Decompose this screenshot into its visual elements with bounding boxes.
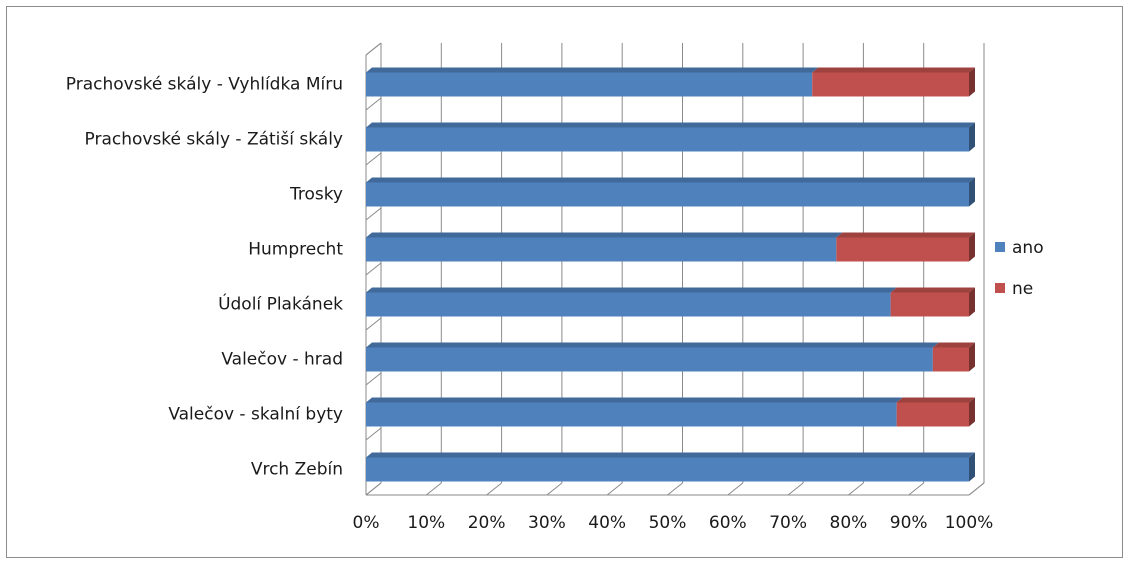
legend-label-ano: ano bbox=[1012, 238, 1044, 258]
gridline-floor bbox=[727, 482, 744, 496]
x-tick-label: 0% bbox=[353, 513, 380, 533]
bar-top-ano bbox=[366, 67, 819, 73]
wall-division bbox=[365, 317, 382, 331]
bar-top-ano bbox=[366, 177, 975, 183]
bar-ano bbox=[366, 127, 969, 152]
gridline-floor bbox=[908, 482, 925, 496]
bar-end-ne bbox=[969, 342, 975, 372]
gridline-floor bbox=[667, 482, 683, 496]
legend-label-ne: ne bbox=[1012, 279, 1033, 299]
bar-top-ano bbox=[366, 287, 897, 293]
bar-top-ne bbox=[932, 342, 975, 348]
bar-top-ano bbox=[366, 342, 939, 348]
bar-ano bbox=[366, 182, 969, 207]
gridline-floor bbox=[787, 482, 804, 496]
bar-ano bbox=[366, 457, 969, 482]
bar-ano bbox=[366, 402, 897, 427]
bar-top-ne bbox=[896, 397, 975, 403]
wall-division bbox=[365, 42, 382, 56]
bar-ne bbox=[812, 72, 969, 97]
x-tick-label: 70% bbox=[769, 513, 807, 533]
bar-ano bbox=[366, 237, 837, 262]
bar-ne bbox=[836, 237, 969, 262]
bar-end-ano bbox=[969, 177, 975, 207]
wall-division bbox=[365, 262, 382, 276]
category-label: Prachovské skály - Zátiší skály bbox=[85, 130, 344, 150]
gridline-floor bbox=[606, 482, 623, 496]
x-tick-label: 20% bbox=[468, 513, 506, 533]
category-label: Valečov - skalní byty bbox=[168, 405, 343, 425]
bar-top-ano bbox=[366, 397, 903, 403]
x-tick-label: 90% bbox=[890, 513, 928, 533]
bar-top-ano bbox=[366, 452, 975, 458]
bar-ne bbox=[932, 347, 969, 372]
bar-end-ano bbox=[969, 122, 975, 152]
bar-ne bbox=[896, 402, 969, 427]
bar-end-ne bbox=[969, 232, 975, 262]
wall-division bbox=[365, 427, 382, 441]
wall-division bbox=[365, 482, 382, 496]
bar-top-ano bbox=[366, 122, 975, 128]
gridline-floor bbox=[546, 482, 563, 496]
legend-swatch-ano bbox=[995, 242, 1005, 252]
category-label: Údolí Plakánek bbox=[218, 293, 343, 315]
x-tick-label: 60% bbox=[709, 513, 747, 533]
bar-ne bbox=[890, 292, 969, 317]
x-tick-label: 100% bbox=[945, 513, 994, 533]
bar-top-ne bbox=[812, 67, 975, 73]
gridline-floor bbox=[848, 482, 864, 496]
x-tick-label: 80% bbox=[830, 513, 868, 533]
wall-division bbox=[365, 152, 382, 166]
bar-top-ne bbox=[890, 287, 975, 293]
bar-end-ne bbox=[969, 397, 975, 427]
wall-division bbox=[365, 97, 382, 111]
bar-end-ne bbox=[969, 287, 975, 317]
bar-ano bbox=[366, 72, 813, 97]
category-label: Valečov - hrad bbox=[221, 350, 343, 370]
category-label: Prachovské skály - Vyhlídka Míru bbox=[66, 75, 343, 95]
category-label: Vrch Zebín bbox=[251, 460, 343, 480]
x-tick-label: 30% bbox=[528, 513, 566, 533]
bar-ano bbox=[366, 347, 933, 372]
wall-division bbox=[365, 372, 382, 386]
x-tick-label: 40% bbox=[588, 513, 626, 533]
x-tick-label: 50% bbox=[649, 513, 687, 533]
x-tick-label: 10% bbox=[407, 513, 445, 533]
legend-swatch-ne bbox=[995, 283, 1005, 293]
wall-division bbox=[365, 207, 382, 221]
floor-right-edge bbox=[968, 482, 985, 496]
category-label: Trosky bbox=[289, 185, 343, 205]
bar-top-ano bbox=[366, 232, 843, 238]
category-label: Humprecht bbox=[248, 240, 343, 260]
bar-ano bbox=[366, 292, 891, 317]
gridline-floor bbox=[486, 482, 502, 496]
gridline-floor bbox=[425, 482, 442, 496]
bar-end-ne bbox=[969, 67, 975, 97]
bar-top-ne bbox=[836, 232, 975, 238]
bar-end-ano bbox=[969, 452, 975, 482]
